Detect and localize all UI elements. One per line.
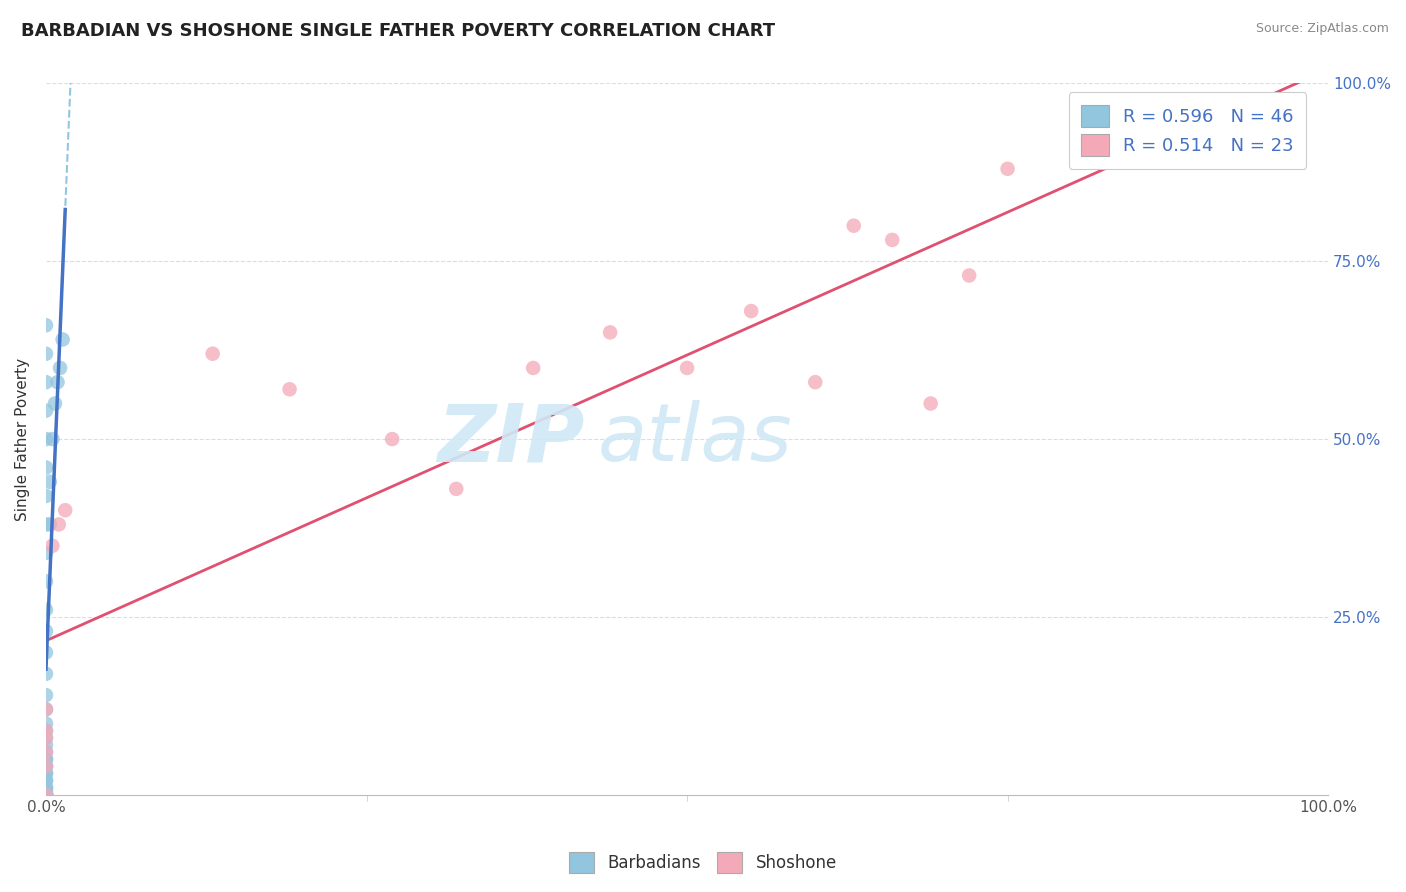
Text: atlas: atlas — [598, 401, 792, 478]
Point — [35, 347, 58, 361]
Point — [46, 375, 69, 389]
Point — [35, 759, 58, 773]
Point — [35, 645, 58, 659]
Point — [35, 788, 58, 802]
Point — [35, 773, 58, 788]
Point — [35, 788, 58, 802]
Point — [522, 360, 544, 375]
Point — [35, 788, 58, 802]
Point — [35, 666, 58, 681]
Legend: Barbadians, Shoshone: Barbadians, Shoshone — [562, 846, 844, 880]
Point — [804, 375, 827, 389]
Point — [35, 574, 58, 589]
Point — [35, 788, 58, 802]
Point — [35, 624, 58, 639]
Point — [882, 233, 904, 247]
Point — [35, 780, 58, 795]
Legend: R = 0.596   N = 46, R = 0.514   N = 23: R = 0.596 N = 46, R = 0.514 N = 23 — [1069, 93, 1306, 169]
Point — [35, 745, 58, 759]
Point — [920, 396, 942, 410]
Point — [35, 731, 58, 745]
Point — [35, 688, 58, 702]
Point — [740, 304, 762, 318]
Point — [53, 503, 76, 517]
Point — [35, 375, 58, 389]
Point — [35, 788, 58, 802]
Point — [35, 731, 58, 745]
Point — [35, 788, 58, 802]
Y-axis label: Single Father Poverty: Single Father Poverty — [15, 358, 30, 521]
Point — [35, 603, 58, 617]
Point — [35, 489, 58, 503]
Point — [35, 759, 58, 773]
Point — [35, 759, 58, 773]
Point — [35, 702, 58, 716]
Point — [35, 716, 58, 731]
Point — [41, 432, 63, 446]
Point — [35, 745, 58, 759]
Point — [35, 766, 58, 780]
Point — [41, 539, 63, 553]
Point — [599, 326, 621, 340]
Point — [48, 517, 70, 532]
Point — [35, 788, 58, 802]
Point — [35, 723, 58, 738]
Point — [35, 784, 58, 798]
Point — [52, 333, 75, 347]
Point — [35, 546, 58, 560]
Point — [957, 268, 980, 283]
Point — [381, 432, 404, 446]
Point — [278, 382, 301, 396]
Point — [35, 788, 58, 802]
Point — [35, 752, 58, 766]
Point — [35, 318, 58, 333]
Point — [35, 780, 58, 795]
Text: Source: ZipAtlas.com: Source: ZipAtlas.com — [1256, 22, 1389, 36]
Point — [446, 482, 468, 496]
Point — [35, 773, 58, 788]
Point — [997, 161, 1019, 176]
Point — [35, 766, 58, 780]
Point — [35, 460, 58, 475]
Point — [201, 347, 224, 361]
Point — [49, 360, 72, 375]
Point — [35, 702, 58, 716]
Point — [676, 360, 699, 375]
Text: BARBADIAN VS SHOSHONE SINGLE FATHER POVERTY CORRELATION CHART: BARBADIAN VS SHOSHONE SINGLE FATHER POVE… — [21, 22, 775, 40]
Point — [35, 517, 58, 532]
Point — [38, 517, 60, 532]
Point — [35, 432, 58, 446]
Text: ZIP: ZIP — [437, 401, 585, 478]
Point — [44, 396, 66, 410]
Point — [35, 723, 58, 738]
Point — [35, 752, 58, 766]
Point — [38, 475, 60, 489]
Point — [35, 738, 58, 752]
Point — [35, 403, 58, 417]
Point — [842, 219, 865, 233]
